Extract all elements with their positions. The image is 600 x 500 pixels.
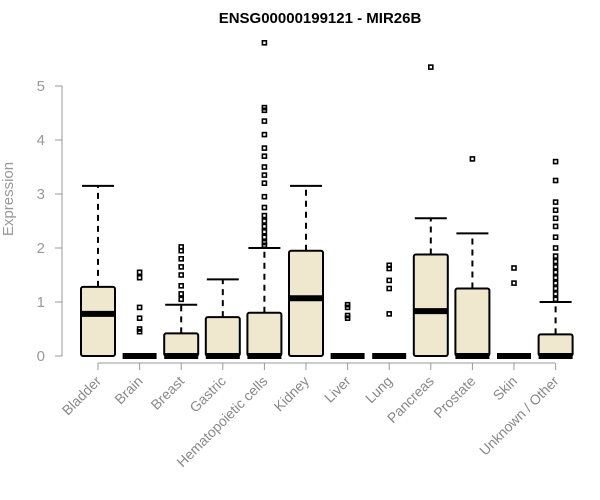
outlier-point	[469, 156, 476, 162]
outlier-point	[136, 269, 143, 276]
outlier-point	[178, 264, 184, 270]
outlier-point	[261, 39, 268, 46]
y-tick-label: 3	[37, 186, 45, 203]
outlier-point	[261, 204, 268, 211]
box-hematopoietic-cells	[246, 39, 283, 359]
x-tick-label: Breast	[147, 373, 187, 413]
box-skin	[497, 265, 531, 359]
outlier-point	[344, 301, 351, 308]
outlier-point	[261, 145, 268, 151]
x-tick-label: Liver	[321, 373, 354, 406]
box-body	[454, 287, 491, 357]
outlier-point	[552, 223, 559, 230]
x-tick-label: Lung	[362, 373, 395, 406]
outlier-point	[386, 311, 393, 317]
outlier-point	[261, 234, 268, 240]
outlier-point	[136, 326, 143, 332]
box-unknown-other	[537, 158, 574, 359]
x-tick-label: Prostate	[430, 373, 478, 421]
x-tick-label: Kidney	[271, 373, 313, 415]
y-tick-label: 2	[37, 240, 45, 257]
box-lung	[372, 262, 407, 359]
outlier-point	[178, 244, 184, 250]
outlier-point	[178, 282, 184, 289]
box-kidney	[288, 184, 324, 357]
outlier-point	[552, 177, 559, 184]
outlier-point	[386, 285, 393, 292]
box-body	[204, 316, 241, 357]
box-brain	[122, 269, 157, 359]
outlier-point	[552, 280, 559, 286]
box-body	[537, 333, 574, 357]
outlier-point	[427, 64, 434, 70]
x-tick-label: Unknown / Other	[476, 373, 562, 459]
outlier-point	[261, 212, 268, 219]
outlier-point	[136, 315, 143, 322]
box-gastric	[204, 278, 241, 359]
outlier-point	[552, 245, 559, 251]
outlier-point	[552, 274, 559, 281]
outlier-point	[552, 207, 559, 213]
y-tick-label: 0	[37, 348, 45, 365]
outlier-point	[552, 258, 559, 265]
x-tick-label: Skin	[490, 373, 521, 404]
outlier-point	[261, 104, 268, 111]
outlier-point	[261, 239, 268, 246]
outlier-point	[552, 291, 559, 297]
outlier-point	[552, 296, 559, 303]
y-axis-label: Expression	[0, 162, 17, 236]
box-pancreas	[412, 64, 449, 357]
outlier-point	[552, 234, 559, 240]
outlier-point	[261, 153, 268, 159]
outlier-point	[261, 164, 268, 170]
outlier-point	[178, 255, 184, 262]
outlier-point	[261, 180, 268, 186]
x-tick-label: Bladder	[59, 373, 105, 419]
y-tick-label: 5	[37, 78, 45, 95]
outlier-point	[261, 172, 268, 178]
box-body	[80, 285, 116, 358]
outlier-point	[552, 215, 559, 222]
outlier-point	[552, 158, 559, 165]
outlier-point	[261, 118, 268, 124]
outlier-point	[261, 223, 268, 230]
outlier-point	[344, 312, 351, 319]
outlier-point	[552, 199, 559, 205]
outlier-point	[552, 285, 559, 292]
box-bladder	[80, 184, 116, 358]
outlier-point	[178, 272, 184, 278]
chart-title: ENSG00000199121 - MIR26B	[219, 10, 422, 27]
outlier-point	[386, 262, 393, 269]
box-liver	[330, 301, 365, 359]
box-body	[246, 311, 283, 357]
box-series	[80, 39, 574, 359]
outlier-point	[261, 131, 268, 138]
outlier-point	[552, 269, 559, 276]
box-body	[288, 249, 324, 357]
outlier-point	[261, 193, 268, 200]
outlier-point	[261, 218, 268, 224]
outlier-point	[178, 291, 184, 297]
box-breast	[163, 244, 200, 359]
outlier-point	[261, 229, 268, 235]
outlier-point	[386, 277, 393, 284]
box-body	[412, 253, 449, 357]
y-tick-label: 4	[37, 132, 45, 149]
box-body	[163, 332, 200, 358]
x-tick-label: Brain	[111, 373, 145, 407]
box-prostate	[454, 156, 491, 359]
outlier-point	[511, 280, 517, 286]
outlier-point	[136, 274, 143, 281]
y-axis-ticks: 0 1 2 3 4 5	[37, 78, 62, 365]
outlier-point	[552, 253, 559, 259]
outlier-point	[178, 296, 184, 303]
y-tick-label: 1	[37, 294, 45, 311]
outlier-point	[136, 304, 143, 311]
outlier-point	[511, 265, 517, 271]
outlier-point	[552, 264, 559, 270]
